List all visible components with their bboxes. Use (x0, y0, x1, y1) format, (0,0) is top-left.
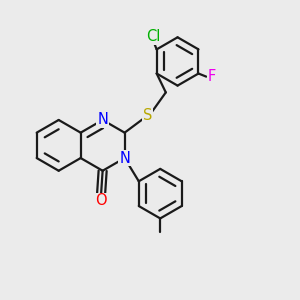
Text: O: O (95, 193, 107, 208)
Text: N: N (119, 151, 130, 166)
Text: N: N (97, 112, 108, 128)
Text: F: F (207, 69, 216, 84)
Text: Cl: Cl (146, 29, 161, 44)
Text: S: S (143, 108, 152, 123)
